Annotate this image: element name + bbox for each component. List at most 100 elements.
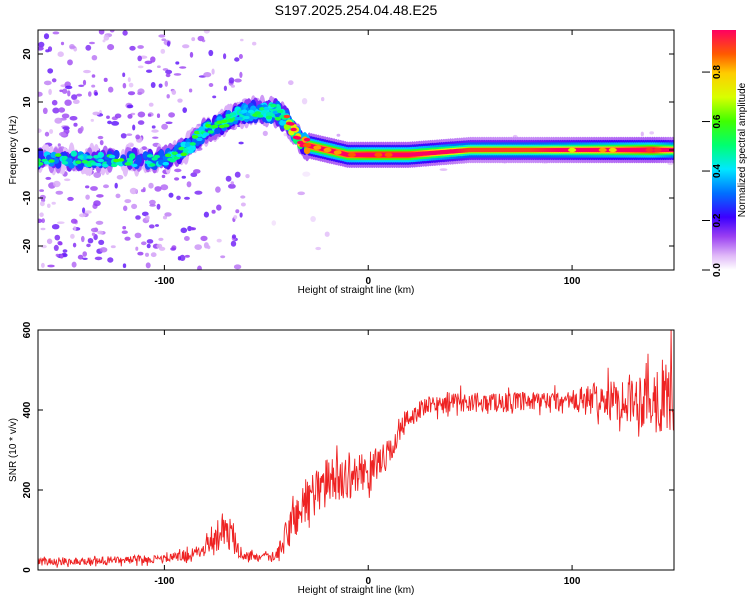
spectrogram-ridge-cell [265, 115, 273, 120]
spectrogram-ridge-cell [142, 152, 149, 159]
spectrogram-cell [47, 68, 54, 74]
spectrogram-cell [148, 102, 154, 107]
spectrogram-cell [69, 116, 78, 121]
spectrogram-cell [78, 84, 85, 88]
spectrogram-cell [135, 215, 141, 220]
spectrogram-cell [107, 257, 114, 263]
spectrogram-cell [72, 242, 77, 248]
spectrogram-cell [175, 61, 180, 65]
spectrogram-cell [96, 194, 104, 198]
spectrogram-ridge-cell [146, 154, 154, 158]
spectrogram-cell [122, 263, 127, 269]
colorbar-ticks: 0.0 0.2 0.4 0.6 0.8 [702, 65, 723, 277]
spectrogram-cell [99, 140, 104, 146]
spectrogram-ridge-cell [153, 154, 160, 159]
spectrogram-cell [89, 41, 95, 45]
colorbar-tick-label: 0.8 [712, 65, 723, 79]
spectrogram-cell [111, 121, 120, 126]
spectrogram-cell [240, 195, 246, 199]
spectrogram-cell [200, 235, 208, 242]
spectrogram-ridge-cell [75, 160, 82, 164]
spectrogram-cell [41, 218, 45, 224]
spectrogram-cell [52, 107, 60, 114]
spectrogram-cell [90, 186, 98, 191]
spectrogram-cell [145, 262, 151, 269]
spectrogram-cell [127, 114, 133, 119]
spectrogram-cell [165, 73, 171, 78]
spectrogram-cell [145, 252, 149, 257]
spectrogram-cell [141, 241, 147, 246]
spectrogram-cell [156, 113, 161, 118]
spectrogram-peak [323, 147, 332, 153]
spectrogram-cell [230, 84, 235, 88]
spectrogram-cell [61, 88, 68, 94]
spectrogram-cell [301, 98, 308, 105]
spectrogram-peak [598, 147, 607, 153]
spectrogram-ridge-cell [171, 151, 178, 156]
spectrogram-cell [216, 238, 222, 243]
snr-x-ticks: -100 0 100 [154, 330, 581, 587]
spectrogram-cell [252, 41, 257, 46]
spectrogram-cell [80, 126, 84, 132]
spectrogram-ridge-cell [113, 149, 120, 160]
snr-x-label: Height of straight line (km) [298, 585, 415, 596]
spectrogram-cell [123, 205, 128, 212]
spectrogram-ridge-cell [144, 160, 152, 165]
spectrogram-cell [208, 49, 214, 57]
spectrogram-cell [194, 190, 203, 195]
spectrogram-cell [72, 99, 80, 104]
spectrogram-ridge-cell [149, 163, 156, 167]
spectrogram-cell [114, 113, 122, 119]
spectrogram-cell [42, 107, 48, 115]
spectrogram-cell [47, 264, 55, 268]
spectrogram-cell [179, 66, 187, 69]
spectrogram-cell [160, 48, 166, 54]
spectrogram-cell [97, 230, 104, 235]
spectrogram-cell [122, 226, 127, 230]
spectrogram-ridge-cell [254, 111, 261, 115]
x-tick-label: -100 [154, 576, 174, 587]
spectrogram-cell [161, 123, 169, 130]
y-tick-label: 0 [22, 567, 33, 573]
spectrogram-cell [85, 185, 90, 189]
y-tick-label: 600 [22, 321, 33, 338]
snr-y-label: SNR (10 * v/v) [8, 418, 19, 482]
spectrogram-cell [124, 199, 132, 204]
spectrogram-cell [189, 51, 194, 58]
spectrogram-cell [203, 30, 210, 34]
spectrogram-cell [90, 227, 99, 233]
spectrogram-cell [51, 99, 58, 106]
spectrogram-cell [92, 111, 100, 116]
spectrogram-ridge-cell [97, 158, 105, 163]
spectrogram-cell [182, 107, 187, 113]
y-tick-label: 200 [22, 481, 33, 498]
spectrogram-cell [439, 168, 448, 172]
spectrogram-cell [58, 107, 66, 113]
spectrogram-ridge-cell [162, 161, 169, 166]
spectrogram-cell [235, 209, 240, 214]
spectrogram-cell [109, 30, 115, 33]
spectrogram-cell [57, 221, 65, 224]
spectrogram-cell [135, 246, 139, 251]
figure-title: S197.2025.254.04.48.E25 [275, 2, 438, 18]
spectrogram-cell [150, 56, 156, 63]
spectrogram-cell [40, 201, 45, 207]
spectrogram-cell [262, 130, 268, 137]
spectrogram-cell [38, 218, 43, 223]
spectrogram-cell [151, 125, 156, 129]
spectrogram-ridge-cell [203, 132, 210, 136]
x-tick-label: 100 [564, 276, 581, 287]
spectrogram-cell [188, 88, 193, 93]
spectrogram-ridge-cell [225, 113, 232, 118]
spectrogram-cell [57, 143, 61, 147]
spectrogram-y-ticks: -20 -10 0 10 20 [22, 48, 674, 253]
spectrogram-cell [151, 129, 159, 133]
spectrogram-cell [161, 174, 166, 179]
spectrogram-cell [108, 86, 114, 93]
spectrogram-cell [164, 212, 172, 217]
y-tick-label: 10 [22, 96, 33, 108]
spectrogram-cell [97, 135, 104, 140]
spectrogram-ridge-cell [38, 158, 42, 162]
